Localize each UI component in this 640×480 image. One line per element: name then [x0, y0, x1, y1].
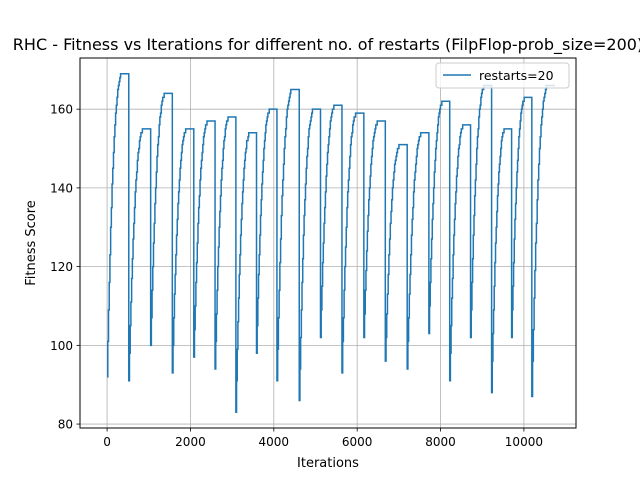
legend-box — [435, 62, 570, 89]
plot-area-frame — [79, 57, 577, 429]
y-tick-label: 140 — [50, 181, 73, 195]
chart-title: RHC - Fitness vs Iterations for differen… — [13, 35, 640, 55]
x-tick-label: 0 — [103, 435, 111, 449]
x-tick-label: 10000 — [505, 435, 543, 449]
grid — [80, 58, 576, 428]
x-axis-label: Iterations — [297, 456, 359, 471]
plot-lines — [107, 72, 556, 414]
legend: restarts=20 — [435, 62, 570, 89]
x-tick-label: 4000 — [259, 435, 290, 449]
y-axis-label: Fitness Score — [24, 200, 39, 286]
legend-label: restarts=20 — [479, 68, 554, 83]
x-tick-label: 8000 — [425, 435, 456, 449]
x-tick-label: 2000 — [175, 435, 206, 449]
series-line-0 — [107, 72, 556, 414]
y-tick-label: 100 — [50, 339, 73, 353]
y-tick-label: 80 — [58, 418, 73, 432]
y-tick-label: 120 — [50, 260, 73, 274]
x-tick-label: 6000 — [342, 435, 373, 449]
ticks: 0 2000 4000 6000 8000 10000 80 100 120 140 160 — [50, 103, 543, 449]
y-tick-label: 160 — [50, 103, 73, 117]
